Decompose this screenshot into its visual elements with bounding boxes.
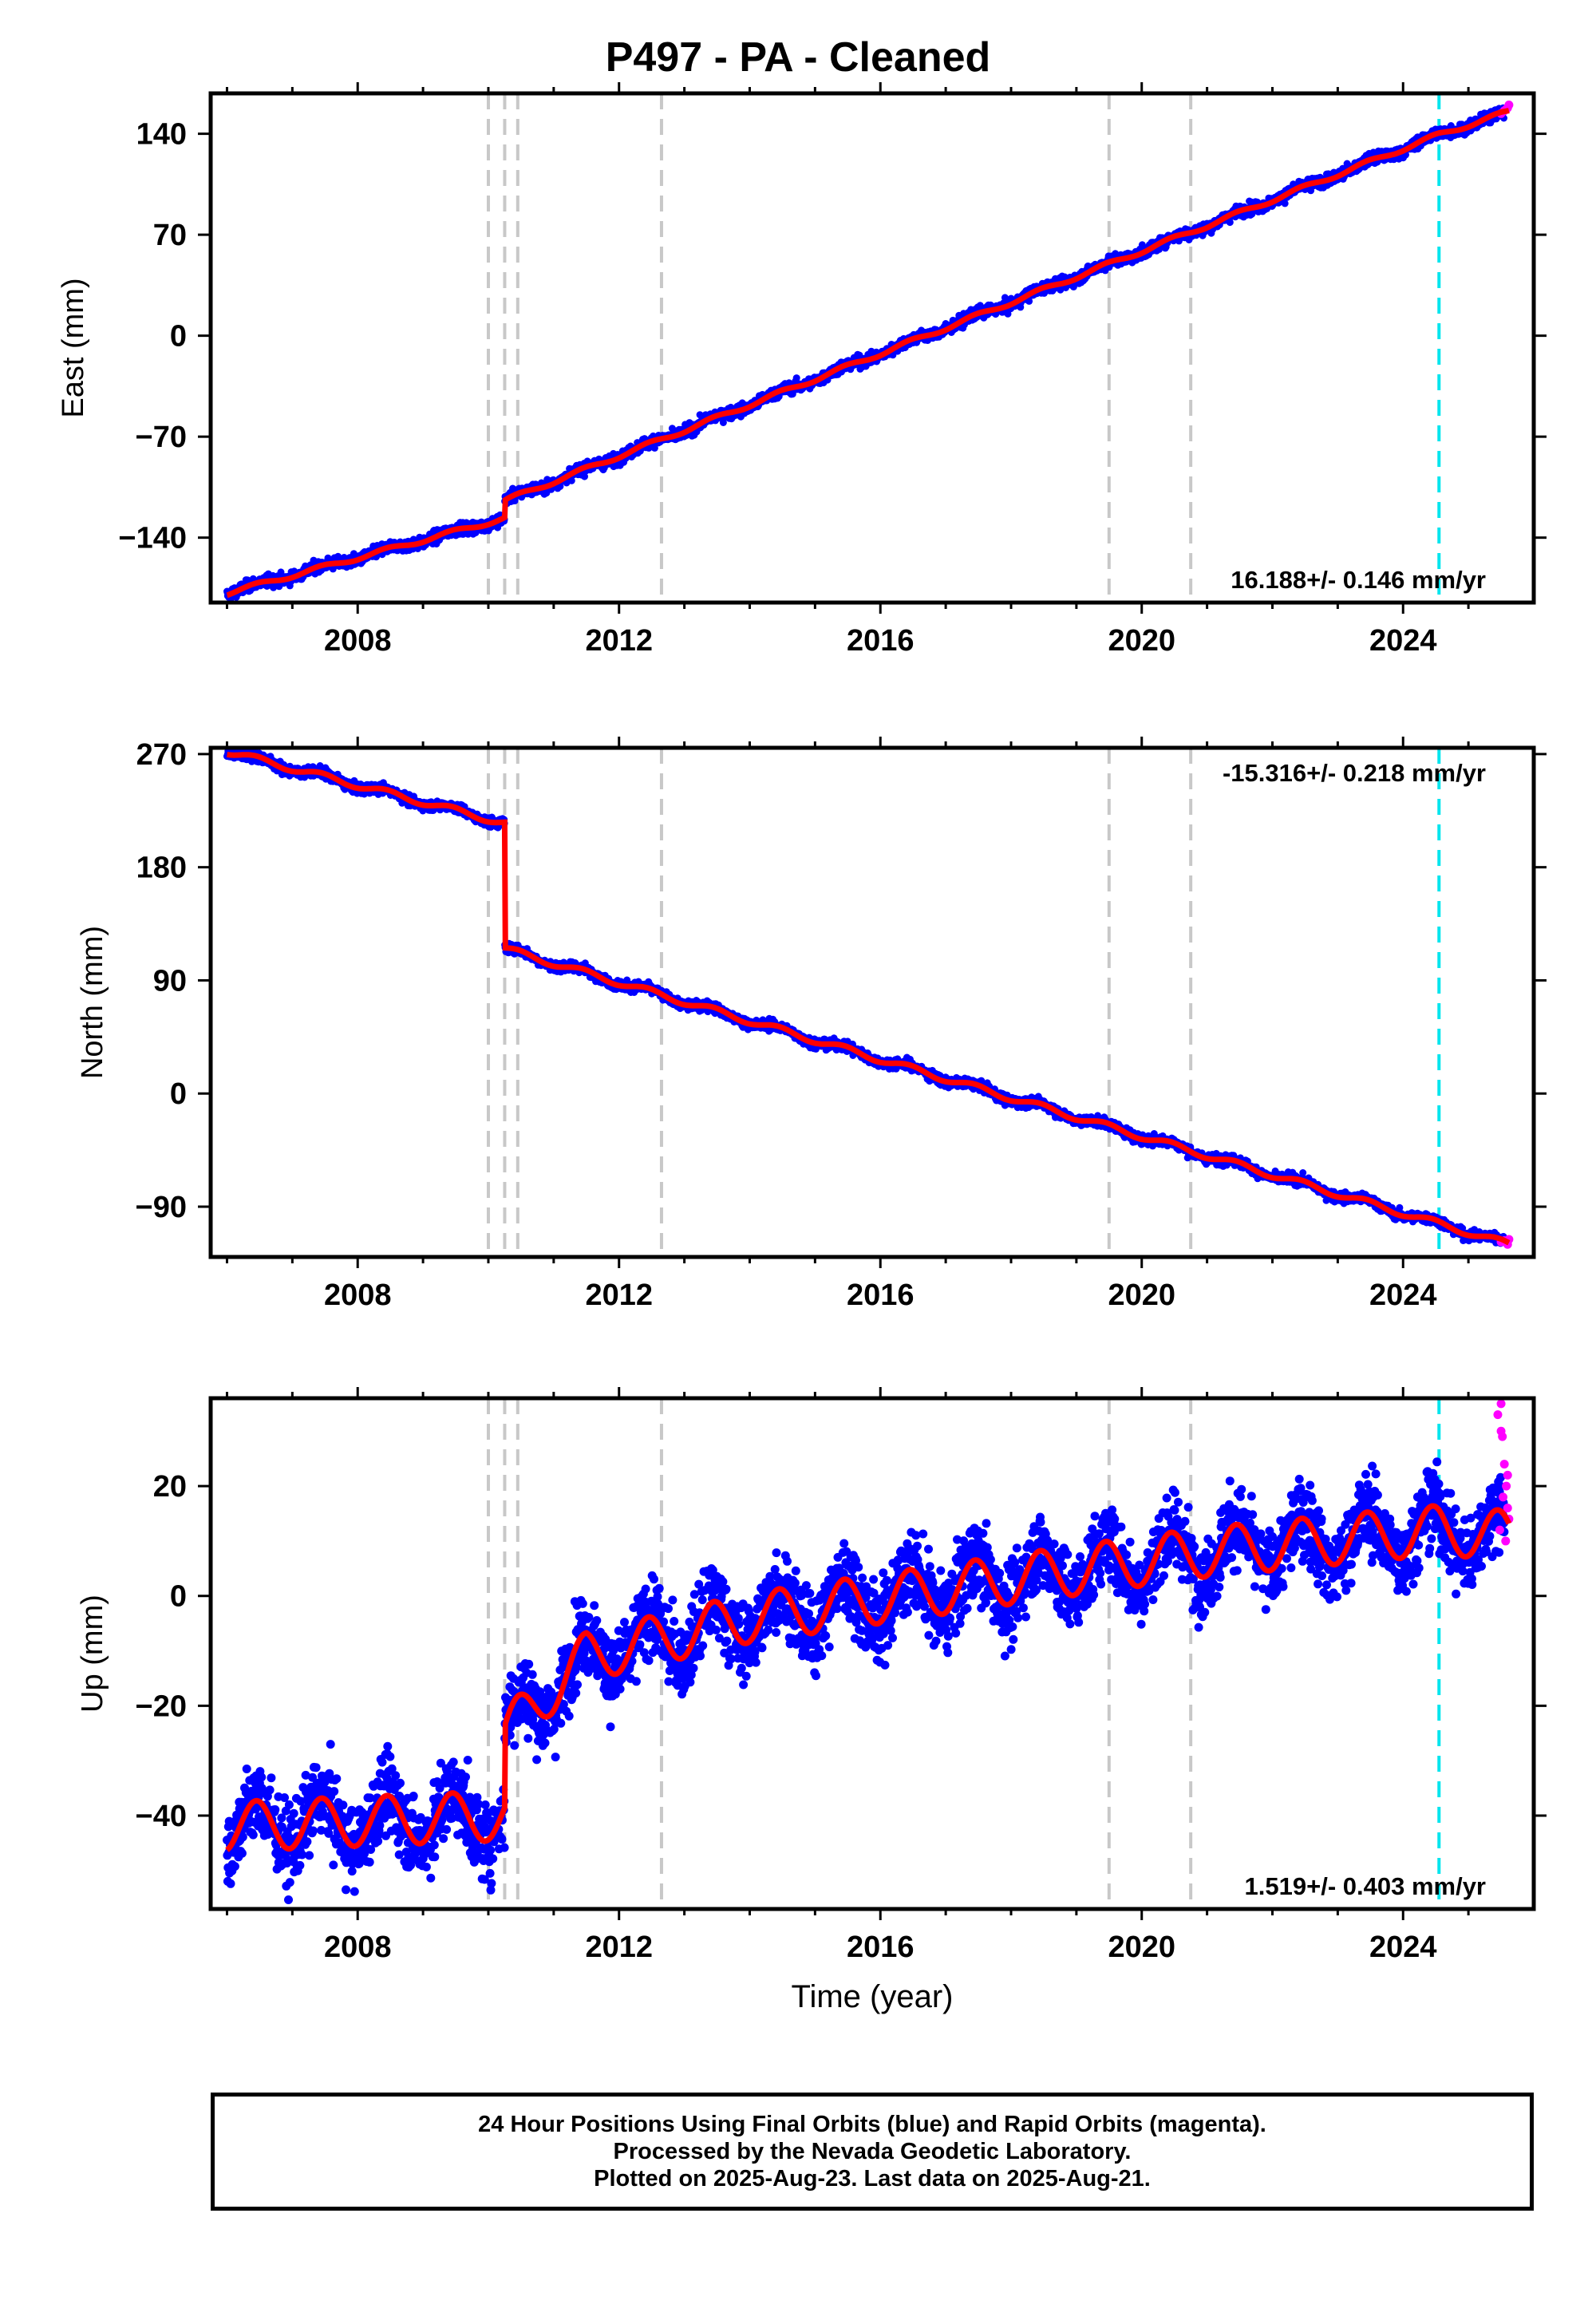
x-tick-label: 2020 xyxy=(1108,624,1175,658)
panel-east: 2008 2012 2016 2020 2024 140 70 0 −70 −140 East (m… xyxy=(57,82,1547,658)
x-tick-label: 2024 xyxy=(1369,624,1437,658)
y-tick-label: 0 xyxy=(170,320,187,354)
panel-plot-area xyxy=(223,93,1514,603)
final-orbit-point xyxy=(792,374,800,382)
velocity-label: 16.188+/- 0.146 mm/yr xyxy=(1231,566,1486,594)
chart-title: P497 - PA - Cleaned xyxy=(605,34,991,81)
final-orbit-point xyxy=(650,444,658,452)
y-axis-label: East (mm) xyxy=(57,278,90,417)
panel-plot-area xyxy=(223,748,1514,1257)
y-tick-label: 140 xyxy=(136,118,187,152)
y-tick-label: 70 xyxy=(153,219,187,252)
y-tick-label: −140 xyxy=(118,522,187,555)
final-orbit-point xyxy=(567,476,575,484)
x-tick-label: 2008 xyxy=(324,624,392,658)
x-tick-label: 2012 xyxy=(585,624,653,658)
x-tick-label: 2016 xyxy=(847,624,915,658)
final-orbit-point xyxy=(1281,200,1289,207)
final-orbit-point xyxy=(581,472,588,480)
y-tick-label: −70 xyxy=(136,421,187,454)
final-orbit-point xyxy=(556,483,564,490)
